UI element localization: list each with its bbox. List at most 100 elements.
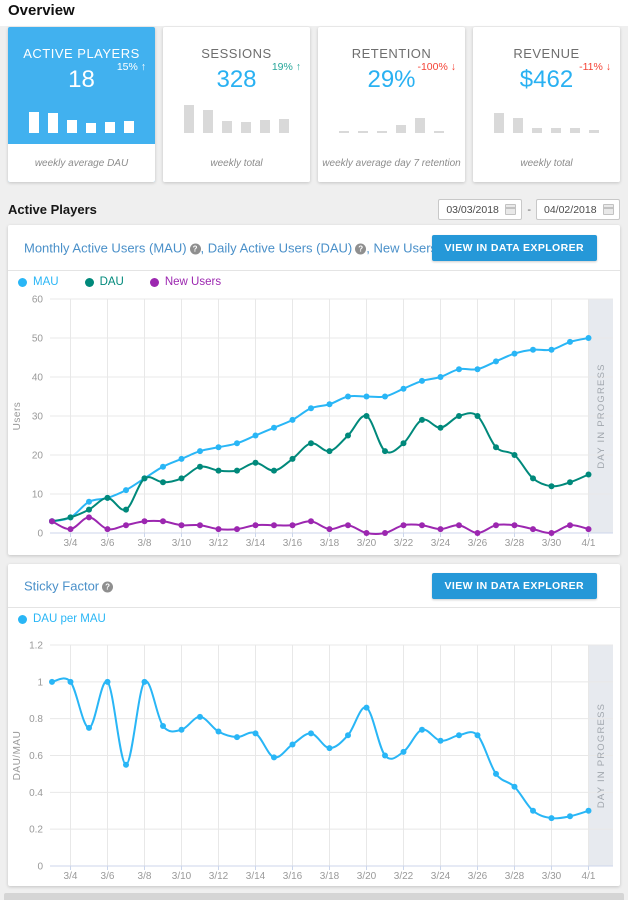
svg-text:50: 50 [32,334,44,345]
svg-text:0: 0 [37,862,43,873]
svg-text:3/20: 3/20 [357,871,377,882]
card-change: -11% ↓ [579,61,611,73]
section-title: Active Players [8,202,97,217]
title-segment-mau: Monthly Active Users (MAU) [24,240,187,255]
calendar-icon[interactable] [505,204,517,215]
svg-text:3/22: 3/22 [394,871,414,882]
svg-text:3/16: 3/16 [283,871,303,882]
legend-item-mau[interactable]: MAU [18,276,59,288]
card-value: 18 [68,66,95,93]
svg-text:3/18: 3/18 [320,871,340,882]
svg-text:Users: Users [12,402,23,431]
svg-text:0.8: 0.8 [29,714,43,725]
mini-bar-chart [163,102,310,133]
svg-text:3/22: 3/22 [394,538,414,549]
kpi-card-sessions[interactable]: SESSIONS 19% ↑ 328 weekly total [163,27,310,182]
legend-item-new-users[interactable]: New Users [149,276,222,288]
card-title: RETENTION [351,46,432,61]
card-footer: weekly total [473,144,620,182]
svg-text:4/1: 4/1 [582,871,596,882]
view-in-data-explorer-button[interactable]: VIEW IN DATA EXPLORER [431,234,597,261]
card-title: ACTIVE PLAYERS [23,46,140,61]
svg-text:30: 30 [32,412,44,423]
legend-dot [149,277,159,287]
card-change: 19% ↑ [272,61,301,73]
card-value: 328 [216,66,257,93]
mini-bar-chart [473,102,620,133]
svg-text:3/24: 3/24 [431,538,451,549]
view-in-data-explorer-button[interactable]: VIEW IN DATA EXPLORER [431,572,597,599]
svg-text:3/14: 3/14 [246,538,266,549]
title-separator: , [200,240,208,255]
help-icon[interactable]: ? [189,243,201,254]
svg-text:3/26: 3/26 [468,538,488,549]
svg-text:3/10: 3/10 [172,538,192,549]
date-from-value: 03/03/2018 [446,203,499,216]
down-arrow-icon: ↓ [450,61,456,73]
down-arrow-icon: ↓ [605,61,611,73]
card-change: 15% ↑ [117,61,146,73]
chart-legend: DAU per MAU [8,608,620,630]
svg-text:3/28: 3/28 [505,871,525,882]
svg-text:10: 10 [32,490,44,501]
page-header: Overview [0,0,628,26]
svg-text:3/30: 3/30 [542,538,562,549]
svg-text:3/14: 3/14 [246,871,266,882]
legend-dot [18,614,27,624]
legend-dot [84,277,94,287]
title-segment-new-users: New Users [373,240,438,255]
svg-text:0: 0 [37,529,43,540]
svg-text:3/26: 3/26 [468,871,488,882]
svg-text:0.4: 0.4 [29,788,43,799]
svg-text:3/8: 3/8 [138,871,152,882]
date-from-input[interactable]: 03/03/2018 [438,199,523,220]
calendar-icon[interactable] [603,204,614,215]
legend-label: DAU per MAU [33,613,106,625]
svg-text:DAY IN PROGRESS: DAY IN PROGRESS [596,703,607,808]
panel-title: Monthly Active Users (MAU)?, Daily Activ… [24,240,452,255]
svg-text:3/16: 3/16 [283,538,303,549]
sticky-factor-chart[interactable]: 0 0.2 0.4 0.6 0.8 1 1.2 3/4 3/6 3/8 3/10 3/12 3/14 3/… [8,630,620,886]
svg-text:3/10: 3/10 [172,871,192,882]
legend-label: DAU [99,276,124,288]
mini-bar-chart [318,102,465,133]
date-to-value: 04/02/2018 [544,203,597,216]
chart-legend: MAU DAU New Users [8,271,620,293]
card-footer: weekly average day 7 retention [318,144,465,182]
next-panel-edge [4,893,624,900]
up-arrow-icon: ↑ [140,61,146,73]
svg-text:3/30: 3/30 [542,871,562,882]
title-separator: , [366,240,374,255]
svg-text:3/24: 3/24 [431,871,451,882]
help-icon[interactable]: ? [102,581,114,592]
change-value: 15% [116,61,138,73]
kpi-card-active-players[interactable]: ACTIVE PLAYERS 15% ↑ 18 weekly average D… [8,27,155,182]
svg-text:0.2: 0.2 [29,825,43,836]
active-players-panel: Monthly Active Users (MAU)?, Daily Activ… [8,225,620,555]
change-value: 19% [271,61,293,73]
legend-label: New Users [164,276,222,288]
title-segment-dau: Daily Active Users (DAU) [207,240,353,255]
date-to-input[interactable]: 04/02/2018 [536,199,620,220]
change-value: -100% [417,61,448,73]
svg-text:3/18: 3/18 [320,538,340,549]
svg-text:3/4: 3/4 [64,871,78,882]
mau-dau-new-users-chart[interactable]: 0 10 20 30 40 50 60 3/4 3/6 3/8 3/10 3/12 3/14 3/16 3/… [8,293,620,555]
svg-text:3/20: 3/20 [357,538,377,549]
help-icon[interactable]: ? [355,243,367,254]
card-change: -100% ↓ [417,61,456,73]
legend-item-dau-per-mau[interactable]: DAU per MAU [18,613,106,625]
date-range-separator: - [527,203,531,216]
svg-text:40: 40 [32,373,44,384]
svg-text:DAY IN PROGRESS: DAY IN PROGRESS [596,363,607,468]
card-title: SESSIONS [201,46,272,61]
svg-text:4/1: 4/1 [582,538,596,549]
legend-item-dau[interactable]: DAU [84,276,124,288]
card-value: $462 [519,66,574,93]
card-value: 29% [367,66,416,93]
kpi-card-retention[interactable]: RETENTION -100% ↓ 29% weekly average day… [318,27,465,182]
card-title: REVENUE [513,46,580,61]
kpi-card-revenue[interactable]: REVENUE -11% ↓ $462 weekly total [473,27,620,182]
svg-text:DAU/MAU: DAU/MAU [12,731,23,781]
